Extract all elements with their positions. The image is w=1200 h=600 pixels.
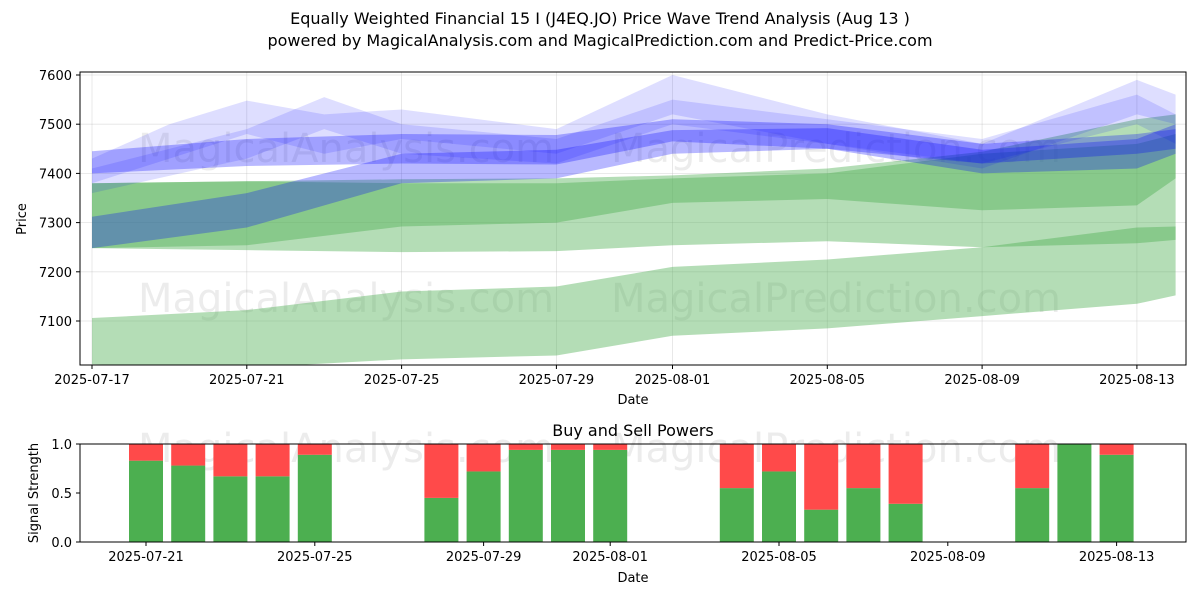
x-tick-label: 2025-08-09 [944,373,1020,388]
buy-bar [551,449,585,542]
buy-bar [1015,488,1050,542]
x-tick-label: 2025-08-01 [572,550,648,565]
x-tick-label: 2025-07-25 [277,550,353,565]
green-price-band [92,226,1176,365]
buy-bar [846,488,881,542]
buy-bar [1099,454,1134,542]
x-tick-label: 2025-08-05 [741,550,817,565]
price-panel: MagicalAnalysis.com MagicalPrediction.com… [15,69,1187,408]
x-tick-label: 2025-07-29 [446,550,522,565]
sell-bar [297,444,332,455]
watermark-magicalprediction: MagicalPrediction.com [611,276,1061,322]
x-tick-label: 2025-07-21 [209,373,285,388]
sell-bar [804,444,839,510]
sell-bar [1099,444,1134,455]
buy-bar [1057,444,1092,542]
blue-wave-band [92,94,1176,194]
buy-bar [297,454,332,542]
buy-bar [171,465,206,542]
blue-wave-band [92,119,1176,174]
y-tick-label: 0.5 [51,487,72,502]
signal-panel: MagicalAnalysis.comMagicalPrediction.com… [27,421,1187,586]
sell-bar [424,444,459,498]
buy-bar [762,471,796,542]
x-tick-label: 2025-07-17 [54,373,130,388]
sell-bar [593,444,628,450]
y-axis-label: Price [15,203,30,235]
sell-bar [171,444,206,466]
watermark-magicalanalysis: MagicalAnalysis.com [138,276,554,322]
x-axis-label: Date [617,393,648,408]
sell-bar [551,444,585,450]
chart-title: Equally Weighted Financial 15 I (J4EQ.JO… [290,9,910,28]
x-axis-label: Date [617,571,648,586]
y-tick-label: 7300 [39,217,72,232]
sell-bar [255,444,290,477]
x-tick-label: 2025-08-05 [790,373,866,388]
green-price-band [92,114,1176,249]
watermark-magicalanalysis: MagicalAnalysis.com [138,126,554,172]
y-tick-label: 7500 [39,118,72,133]
y-tick-label: 7100 [39,315,72,330]
y-tick-label: 0.0 [51,536,72,551]
sell-bar [762,444,796,472]
y-tick-label: 7400 [39,167,72,182]
blue-wave-band [92,124,1176,249]
buy-bar [719,488,754,542]
sell-bar [466,444,501,472]
buy-bar [255,476,290,542]
y-tick-label: 1.0 [51,438,72,453]
sell-bar [213,444,248,477]
price-axes-frame [79,71,1187,366]
y-tick-label: 7200 [39,266,72,281]
buy-bar [508,449,543,542]
sell-bar [508,444,543,450]
x-tick-label: 2025-08-01 [635,373,711,388]
x-tick-label: 2025-07-29 [519,373,595,388]
chart-subtitle: powered by MagicalAnalysis.com and Magic… [267,31,933,50]
buy-bar [888,503,923,542]
buy-bar [129,460,163,542]
sell-bar [1015,444,1050,489]
watermark-magicalprediction: MagicalPrediction.com [611,126,1061,172]
buy-bar [424,497,459,542]
buy-bar [466,471,501,542]
x-tick-label: 2025-07-25 [364,373,440,388]
sell-bar [888,444,923,504]
buy-bar [213,476,248,542]
x-tick-label: 2025-07-21 [108,550,184,565]
sell-bar [846,444,881,489]
y-axis-label: Signal Strength [27,443,42,543]
blue-wave-band [92,75,1176,184]
band-layer [92,75,1176,365]
buy-bar [593,449,628,542]
y-tick-label: 7600 [39,69,72,84]
x-tick-label: 2025-08-09 [910,550,986,565]
sell-bar [129,444,163,461]
x-tick-label: 2025-08-13 [1099,373,1175,388]
buy-bar [804,509,839,542]
sell-bar [719,444,754,489]
signal-panel-title: Buy and Sell Powers [552,421,714,440]
green-price-band [92,134,1176,253]
x-tick-label: 2025-08-13 [1079,550,1155,565]
